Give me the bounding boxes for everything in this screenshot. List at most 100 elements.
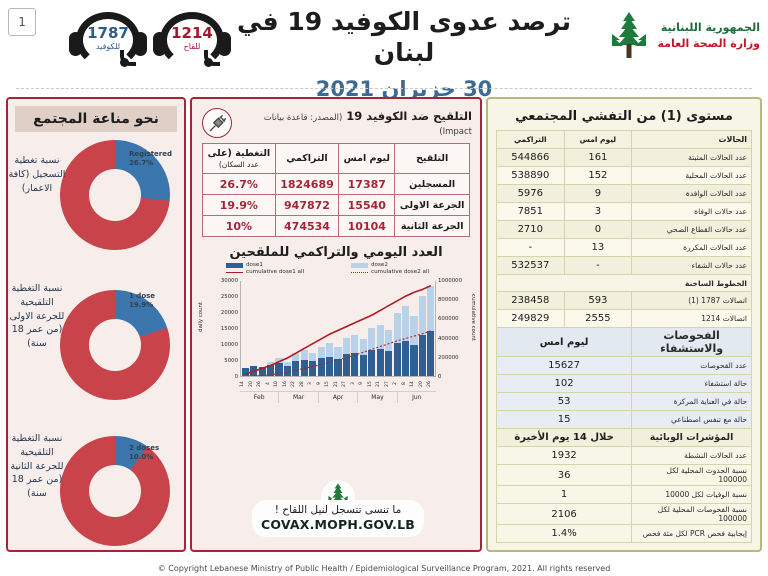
hotline-group: 1214 للقاح 1787 للكوفيد	[62, 8, 232, 74]
table-row: الفحوصات والاستشفاء ليوم امس	[495, 327, 752, 357]
donut-caption-first-dose: 1 dose 19.9%	[129, 292, 177, 311]
legend-swatch-icon	[226, 262, 243, 268]
donut-hole	[89, 169, 141, 221]
donut-label-first-dose: نسبة التغطية التلقيحية للجرعة الاولى (من…	[9, 283, 65, 350]
donut-caption-name: Registered	[129, 150, 173, 158]
table-row: الحالات ليوم امس التراكمي	[496, 130, 752, 149]
covax-banner[interactable]: ما تنسى تتسجل لنيل اللقاح ! COVAX.MOPH.G…	[252, 480, 424, 538]
chart-bar-column	[384, 281, 393, 376]
chart-bar-dose1	[283, 365, 291, 376]
donut-chart-second-dose	[60, 436, 170, 546]
coverage-main: التغطية (على	[207, 148, 271, 160]
immunity-panel-title: نحو مناعة المجتمع	[15, 106, 177, 132]
vaccination-title-source: (المصدر: قاعدة بيانات Impact)	[263, 113, 472, 137]
indicators-header-period: خلال 14 يوم الأخيرة	[495, 428, 633, 447]
headset-mic-icon	[204, 50, 220, 67]
vaccination-row-coverage: 10%	[202, 215, 276, 237]
tests-header-label: الفحوصات والاستشفاء	[631, 327, 752, 357]
case-row-cumulative: 538890	[496, 166, 565, 185]
chart-bar-dose1	[334, 358, 342, 376]
legend-line-icon	[226, 271, 243, 273]
axis-tick-label: 22	[291, 381, 297, 387]
hotline-covid-label: للكوفيد	[95, 42, 121, 51]
table-row: نسبة الحدوث المحلية لكل 100000 36	[495, 464, 752, 486]
page-header: 1 1214 للقاح 1787 للكوفيد ترصد عدوى الكو…	[0, 0, 768, 101]
case-row-cumulative: 544866	[496, 148, 565, 167]
indicators-header-label: المؤشرات الوبائية	[631, 428, 752, 447]
axis-tick-label: 14	[240, 381, 245, 387]
chart-bar-column	[427, 281, 435, 376]
vaccination-row-yesterday: 17387	[338, 173, 396, 195]
case-row-label: عدد حالات الشفاء	[631, 256, 752, 275]
donut-chart-first-dose	[60, 290, 170, 400]
legend-item-cumulative-dose2: cumulative dose2 all	[351, 269, 476, 275]
chart-bar-column	[283, 281, 291, 376]
chart-bar-dose1	[385, 351, 393, 376]
ministry-line-2: وزارة الصحة العامة	[657, 37, 761, 50]
case-row-cumulative: 532537	[496, 256, 565, 275]
case-row-label: عدد الحالات المحلية	[631, 166, 752, 185]
chart-bar-column	[292, 281, 300, 376]
chart-bar-column	[393, 281, 401, 376]
table-row: عدد الفحوصات 15627	[495, 356, 752, 375]
table-row: عدد الحالات الوافدة 9 5976	[496, 184, 752, 203]
ministry-text: الجمهورية اللبنانية وزارة الصحة العامة	[658, 20, 761, 52]
indicator-row-label: عدد الحالات النشطة	[631, 446, 752, 465]
table-row: حالة استشفاء 102	[495, 374, 752, 393]
donut-chart-registered	[60, 140, 170, 250]
case-row-cumulative: 7851	[496, 202, 565, 221]
case-row-label: عدد حالات القطاع الصحي	[631, 220, 752, 239]
table-row: الجرعة الثانية 10104 474534 10%	[202, 215, 470, 237]
legend-line-icon	[351, 271, 368, 273]
header-divider	[16, 88, 752, 89]
donut-caption-value: 19.9%	[129, 301, 154, 310]
hotline-covid: 1787 للكوفيد	[68, 10, 148, 72]
chart-bar-column	[359, 281, 367, 376]
axis-tick-label: 21	[376, 381, 382, 387]
covax-box[interactable]: ما تنسى تتسجل لنيل اللقاح ! COVAX.MOPH.G…	[252, 500, 424, 537]
axis-month-label: May	[358, 392, 398, 403]
headset-ear-left-icon	[69, 32, 82, 56]
chart-bar-column	[275, 281, 283, 376]
community-panel: مستوى (1) من التفشي المجتمعي الحالات ليوم…	[486, 97, 762, 552]
table-row: الجرعة الاولى 15540 947872 19.9%	[202, 194, 470, 216]
axis-tick-label: 25000	[220, 294, 238, 300]
donut-caption-second-dose: 2 doses 10.0%	[129, 444, 177, 463]
case-row-yesterday: 9	[563, 184, 633, 203]
axis-tick-label: 15	[325, 381, 331, 387]
legend-item-dose1: dose1	[226, 262, 351, 268]
table-row: عدد حالات القطاع الصحي 0 2710	[496, 220, 752, 239]
axis-tick-label: 2	[393, 382, 399, 386]
chart-bar-dose1	[393, 342, 401, 376]
case-row-yesterday: 0	[563, 220, 633, 239]
chart-bar-dose1	[309, 361, 317, 376]
vaccination-row-label: الجرعة الاولى	[394, 194, 470, 216]
hotline-row-cumulative: 249829	[496, 309, 565, 328]
community-stats-table: الحالات ليوم امس التراكمي عدد الحالات المثب…	[495, 130, 752, 543]
test-row-label: حالة في العناية المركزة	[631, 392, 752, 411]
donut-caption-name: 2 doses	[129, 444, 160, 452]
test-row-label: عدد الفحوصات	[631, 356, 752, 375]
case-row-yesterday: 152	[563, 166, 633, 185]
table-row: عدد حالات الوفاة 3 7851	[496, 202, 752, 221]
test-row-value: 15	[495, 410, 633, 429]
table-row: المؤشرات الوبائية خلال 14 يوم الأخيرة	[495, 428, 752, 447]
case-row-cumulative: -	[496, 238, 565, 257]
table-row: اتصالات 1787 (1) 593 238458	[496, 291, 752, 310]
donut-caption-registered: Registered 26.7%	[129, 150, 177, 169]
indicator-row-value: 1932	[495, 446, 633, 465]
case-row-label: عدد الحالات الوافدة	[631, 184, 752, 203]
headset-ear-right-icon	[218, 32, 231, 56]
vaccination-table: التلقيح ليوم امس التراكمي التغطية (على ع…	[202, 143, 470, 237]
axis-tick-label: 30000	[220, 278, 238, 284]
vaccination-col-coverage: التغطية (على عدد السكان)	[202, 143, 276, 174]
covax-url-link[interactable]: COVAX.MOPH.GOV.LB	[260, 517, 416, 532]
indicator-row-label: نسبة الوفيات لكل 10000	[631, 485, 752, 504]
legend-row: dose1 dose2	[226, 262, 476, 268]
chart-y-axis-left-title: daily count	[198, 302, 204, 332]
covax-arabic-text: ما تنسى تتسجل لنيل اللقاح !	[274, 504, 402, 516]
chart-bar-dose1	[359, 355, 367, 376]
case-row-yesterday: 13	[563, 238, 633, 257]
chart-bar-column	[325, 281, 334, 376]
donut-registered: Registered 26.7% نسبة تغطية التسجيل (كاف…	[8, 134, 184, 274]
